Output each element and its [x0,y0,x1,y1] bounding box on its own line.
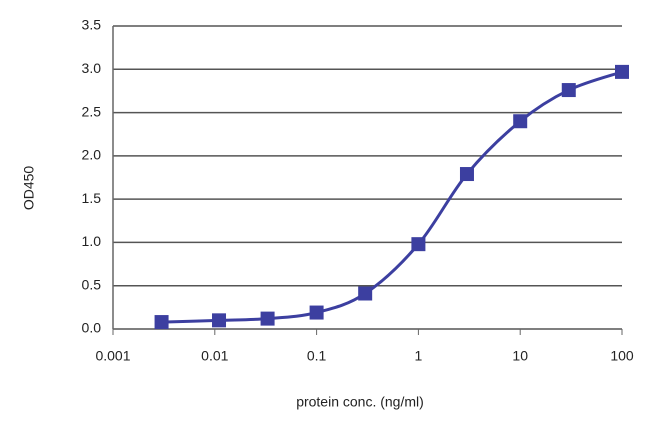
y-tick-label: 1.0 [82,233,102,249]
x-tick-label: 0.1 [307,348,327,364]
x-tick-label: 100 [610,348,634,364]
marker [309,305,324,320]
x-tick-label: 1 [415,348,423,364]
y-tick-label: 3.0 [82,60,102,76]
marker [358,286,373,301]
y-tick-label: 2.5 [82,103,102,119]
y-tick-label: 0.5 [82,276,102,292]
y-tick-label: 3.5 [82,17,102,33]
marker [260,311,275,326]
y-axis-label: OD450 [21,166,37,211]
marker [513,114,528,129]
y-tick-label: 0.0 [82,320,102,336]
series-line [161,70,623,324]
x-axis-label: protein conc. (ng/ml) [296,394,424,410]
marker [411,237,426,252]
marker [154,315,169,330]
y-tick-label: 2.0 [82,147,102,163]
y-tick-label: 1.5 [82,190,102,206]
marker [561,83,576,98]
x-tick-label: 10 [512,348,528,364]
marker [212,313,227,328]
marker [615,64,629,79]
x-tick-label: 0.001 [95,348,130,364]
marker [459,167,474,182]
x-tick-label: 0.01 [201,348,228,364]
